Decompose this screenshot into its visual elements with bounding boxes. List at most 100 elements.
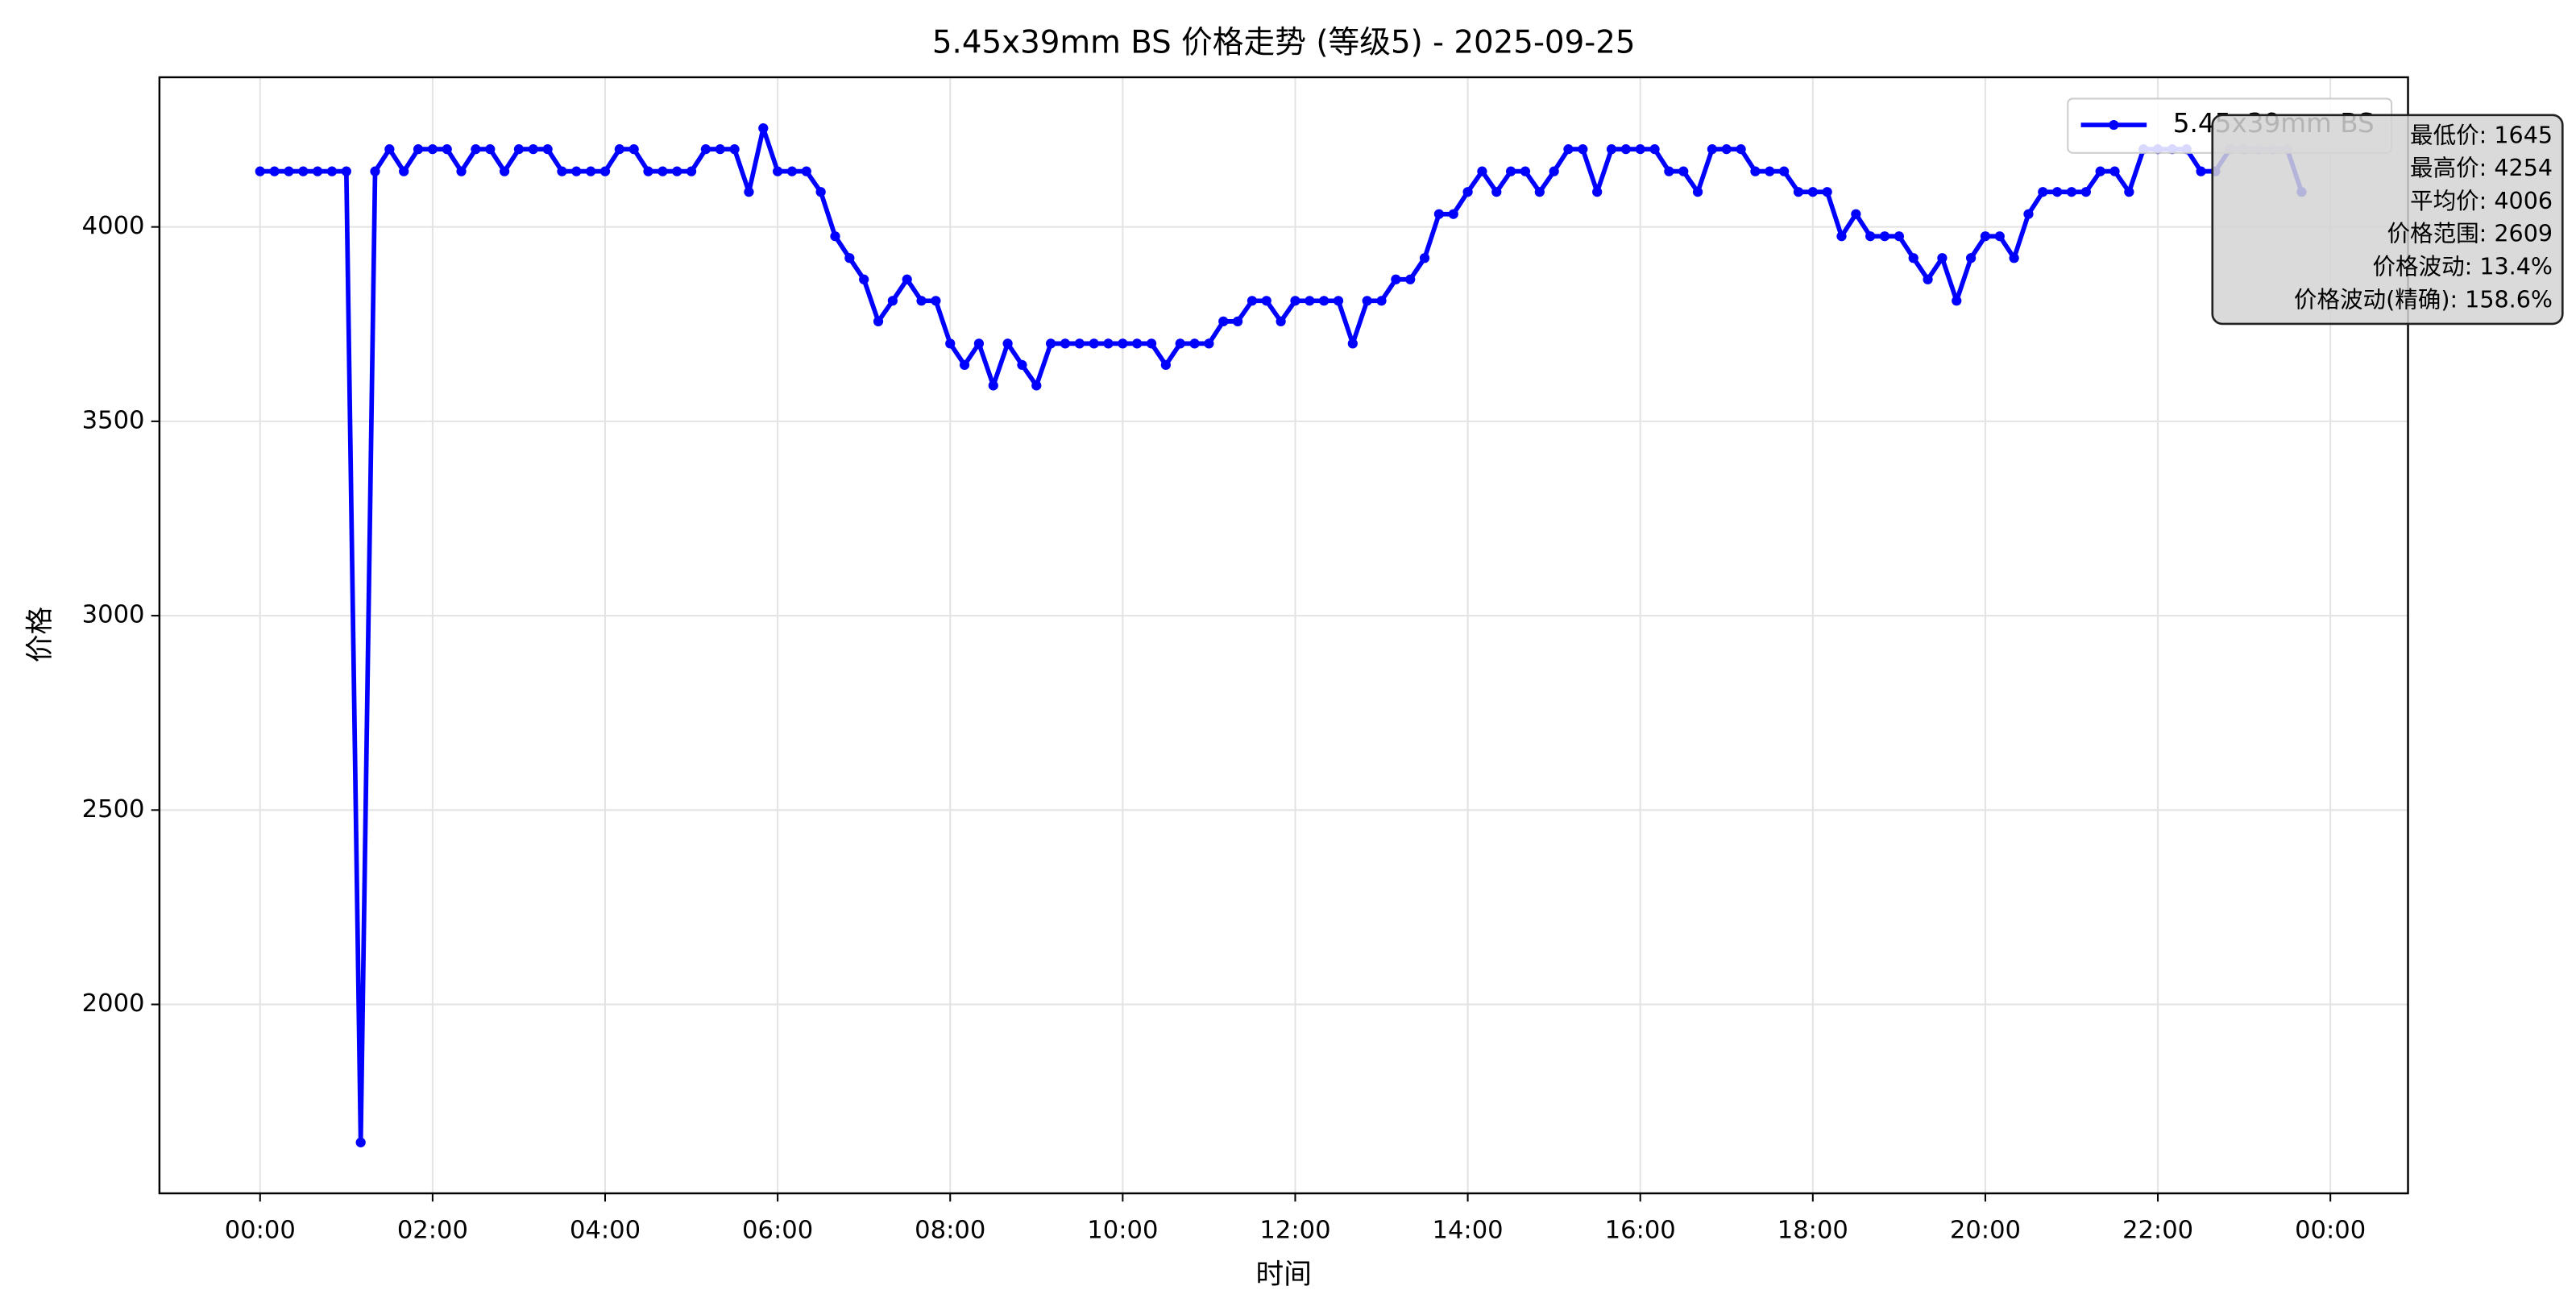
price-point (973, 338, 985, 349)
x-tick-label: 22:00 (2122, 1216, 2193, 1244)
price-point (284, 166, 294, 176)
price-point (801, 166, 811, 176)
price-point (1118, 338, 1128, 349)
y-tick-label: 2500 (82, 795, 145, 823)
price-point (1146, 338, 1157, 349)
price-point (255, 166, 265, 176)
price-point (873, 316, 884, 326)
price-point (1290, 296, 1300, 306)
price-point (1664, 166, 1674, 176)
stats-box (2211, 114, 2564, 326)
y-tick-label: 2000 (82, 989, 145, 1018)
price-point (1549, 166, 1559, 176)
x-tick-label: 18:00 (1777, 1216, 1848, 1244)
price-point (2196, 166, 2206, 176)
price-point (916, 296, 927, 306)
price-point (2124, 187, 2134, 197)
price-point (557, 166, 567, 176)
x-tick-label: 08:00 (915, 1216, 985, 1244)
price-point (1678, 166, 1689, 176)
price-point (413, 144, 424, 155)
price-point (614, 144, 624, 155)
price-point (1103, 338, 1114, 349)
price-point (1879, 231, 1890, 242)
price-point (2052, 187, 2063, 197)
price-point (1031, 380, 1042, 391)
price-point (657, 166, 668, 176)
price-point (1894, 231, 1904, 242)
price-point (1592, 187, 1603, 197)
stats-line: 最高价: 4254 (2410, 154, 2553, 181)
price-point (1074, 338, 1085, 349)
price-point (672, 166, 682, 176)
y-axis-label: 价格 (24, 607, 56, 662)
stats-line: 价格波动(精确): 158.6% (2294, 285, 2553, 313)
price-point (1333, 296, 1344, 306)
price-point (1851, 209, 1861, 219)
price-point (1247, 296, 1258, 306)
price-point (1017, 359, 1027, 371)
price-point (2023, 209, 2034, 219)
price-point (2095, 166, 2105, 176)
stats-line: 价格波动: 13.4% (2372, 253, 2553, 280)
price-point (715, 144, 725, 155)
price-point (1937, 253, 1948, 263)
price-point (1649, 144, 1660, 155)
price-point (1132, 338, 1143, 349)
price-point (830, 231, 840, 242)
x-tick-label: 02:00 (397, 1216, 468, 1244)
price-point (988, 380, 998, 391)
legend-marker (2109, 119, 2119, 131)
price-point (1807, 187, 1818, 197)
price-point (1965, 253, 1977, 263)
price-point (1750, 166, 1761, 176)
price-point (1721, 144, 1732, 155)
price-point (1578, 144, 1588, 155)
price-point (471, 144, 481, 155)
price-point (1491, 187, 1502, 197)
price-point (586, 166, 596, 176)
price-point (1908, 253, 1919, 263)
price-point (859, 274, 869, 284)
price-point (700, 144, 711, 155)
chart-title: 5.45x39mm BS 价格走势 (等级5) - 2025-09-25 (932, 25, 1636, 61)
price-point (456, 166, 467, 176)
x-axis-label: 时间 (1256, 1259, 1312, 1291)
price-point (1362, 296, 1372, 306)
x-tick-label: 04:00 (570, 1216, 641, 1244)
price-point (384, 144, 395, 155)
price-point (542, 144, 553, 155)
price-point (1175, 338, 1185, 349)
price-point (355, 1137, 366, 1147)
price-point (1204, 338, 1214, 349)
x-tick-label: 10:00 (1087, 1216, 1158, 1244)
price-point (1046, 338, 1056, 349)
price-point (729, 144, 740, 155)
price-point (2080, 187, 2091, 197)
price-point (1563, 144, 1574, 155)
price-point (686, 166, 697, 176)
x-tick-label: 06:00 (742, 1216, 813, 1244)
price-point (945, 338, 956, 349)
price-point (2038, 187, 2048, 197)
price-point (1376, 296, 1387, 306)
price-point (485, 144, 496, 155)
price-point (1822, 187, 1832, 197)
stats-line: 平均价: 4006 (2410, 187, 2553, 214)
price-point (571, 166, 582, 176)
price-point (1089, 338, 1099, 349)
price-point (1952, 296, 1962, 306)
price-point (931, 296, 941, 306)
price-point (902, 274, 912, 284)
price-point (959, 359, 970, 371)
price-point (773, 166, 783, 176)
price-point (1405, 274, 1416, 284)
price-point (1620, 144, 1631, 155)
price-point (1433, 209, 1445, 219)
stats-line: 最低价: 1645 (2410, 121, 2553, 148)
x-tick-label: 00:00 (2295, 1216, 2366, 1244)
price-point (1232, 316, 1243, 326)
price-point (1505, 166, 1516, 176)
